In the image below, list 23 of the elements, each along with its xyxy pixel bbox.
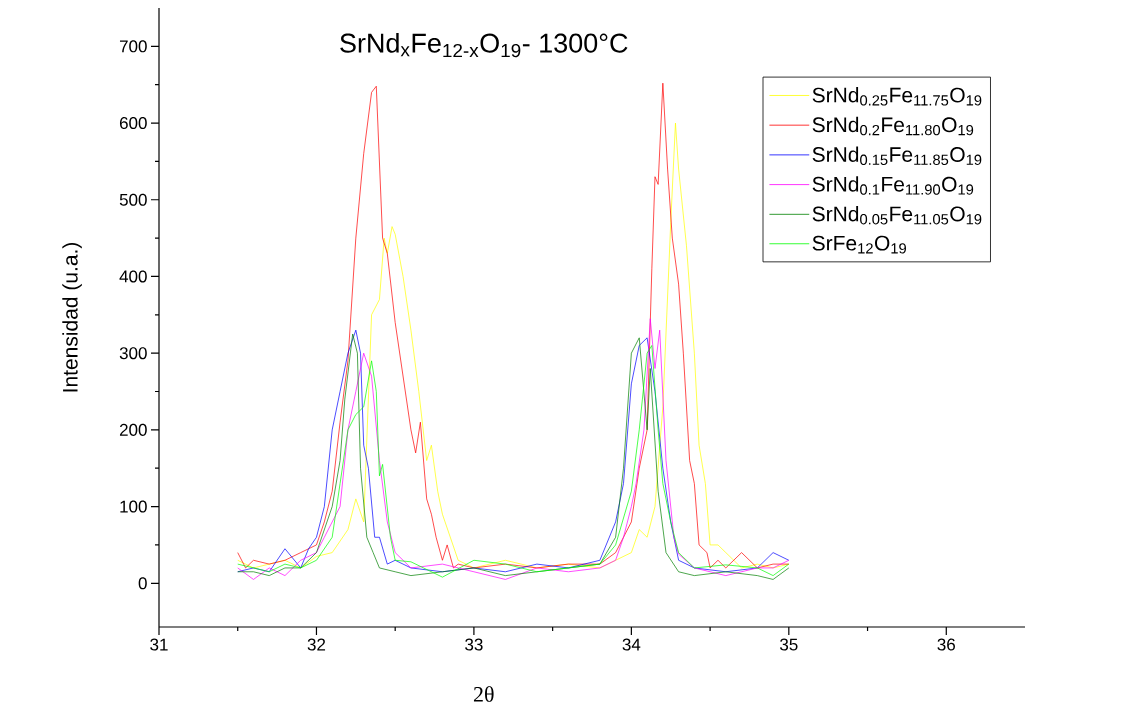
- legend-label: SrFe$_{12}$O$_{19}$: [812, 235, 906, 254]
- x-tick-label: 31: [150, 638, 168, 651]
- legend-label: SrNd$_{0.15}$Fe$_{11.85}$O$_{19}$: [812, 146, 982, 166]
- x-axis-title: 2θ: [473, 686, 494, 702]
- x-tick-label: 36: [937, 638, 955, 651]
- legend-label: SrNd$_{0.05}$Fe$_{11.05}$O$_{19}$: [812, 205, 982, 225]
- y-tick-label: 500: [119, 193, 147, 206]
- y-tick-label: 400: [119, 270, 147, 283]
- x-tick-label: 35: [780, 638, 798, 651]
- y-tick-label: 600: [119, 117, 147, 130]
- x-tick-label: 33: [465, 638, 483, 651]
- y-tick-label: 0: [138, 577, 147, 590]
- legend-label: SrNd$_{0.1}$Fe$_{11.90}$O$_{19}$: [812, 176, 974, 195]
- y-axis-title: Intensidad (u.a.): [62, 242, 82, 392]
- x-tick-label: 32: [307, 638, 326, 651]
- legend-label: SrNd$_{0.25}$Fe$_{11.75}$O$_{19}$: [812, 87, 982, 106]
- y-tick-label: 300: [119, 347, 147, 360]
- y-tick-label: 100: [120, 500, 147, 513]
- y-tick-label: 700: [119, 40, 147, 53]
- text: SrNd$_{x}$Fe$_{12-x}$O$_{19}$- 1300°C: [340, 32, 628, 58]
- x-tick-label: 34: [622, 638, 641, 651]
- legend-label: SrNd$_{0.2}$Fe$_{11.80}$O$_{19}$: [812, 116, 974, 136]
- y-tick-label: 200: [119, 423, 147, 436]
